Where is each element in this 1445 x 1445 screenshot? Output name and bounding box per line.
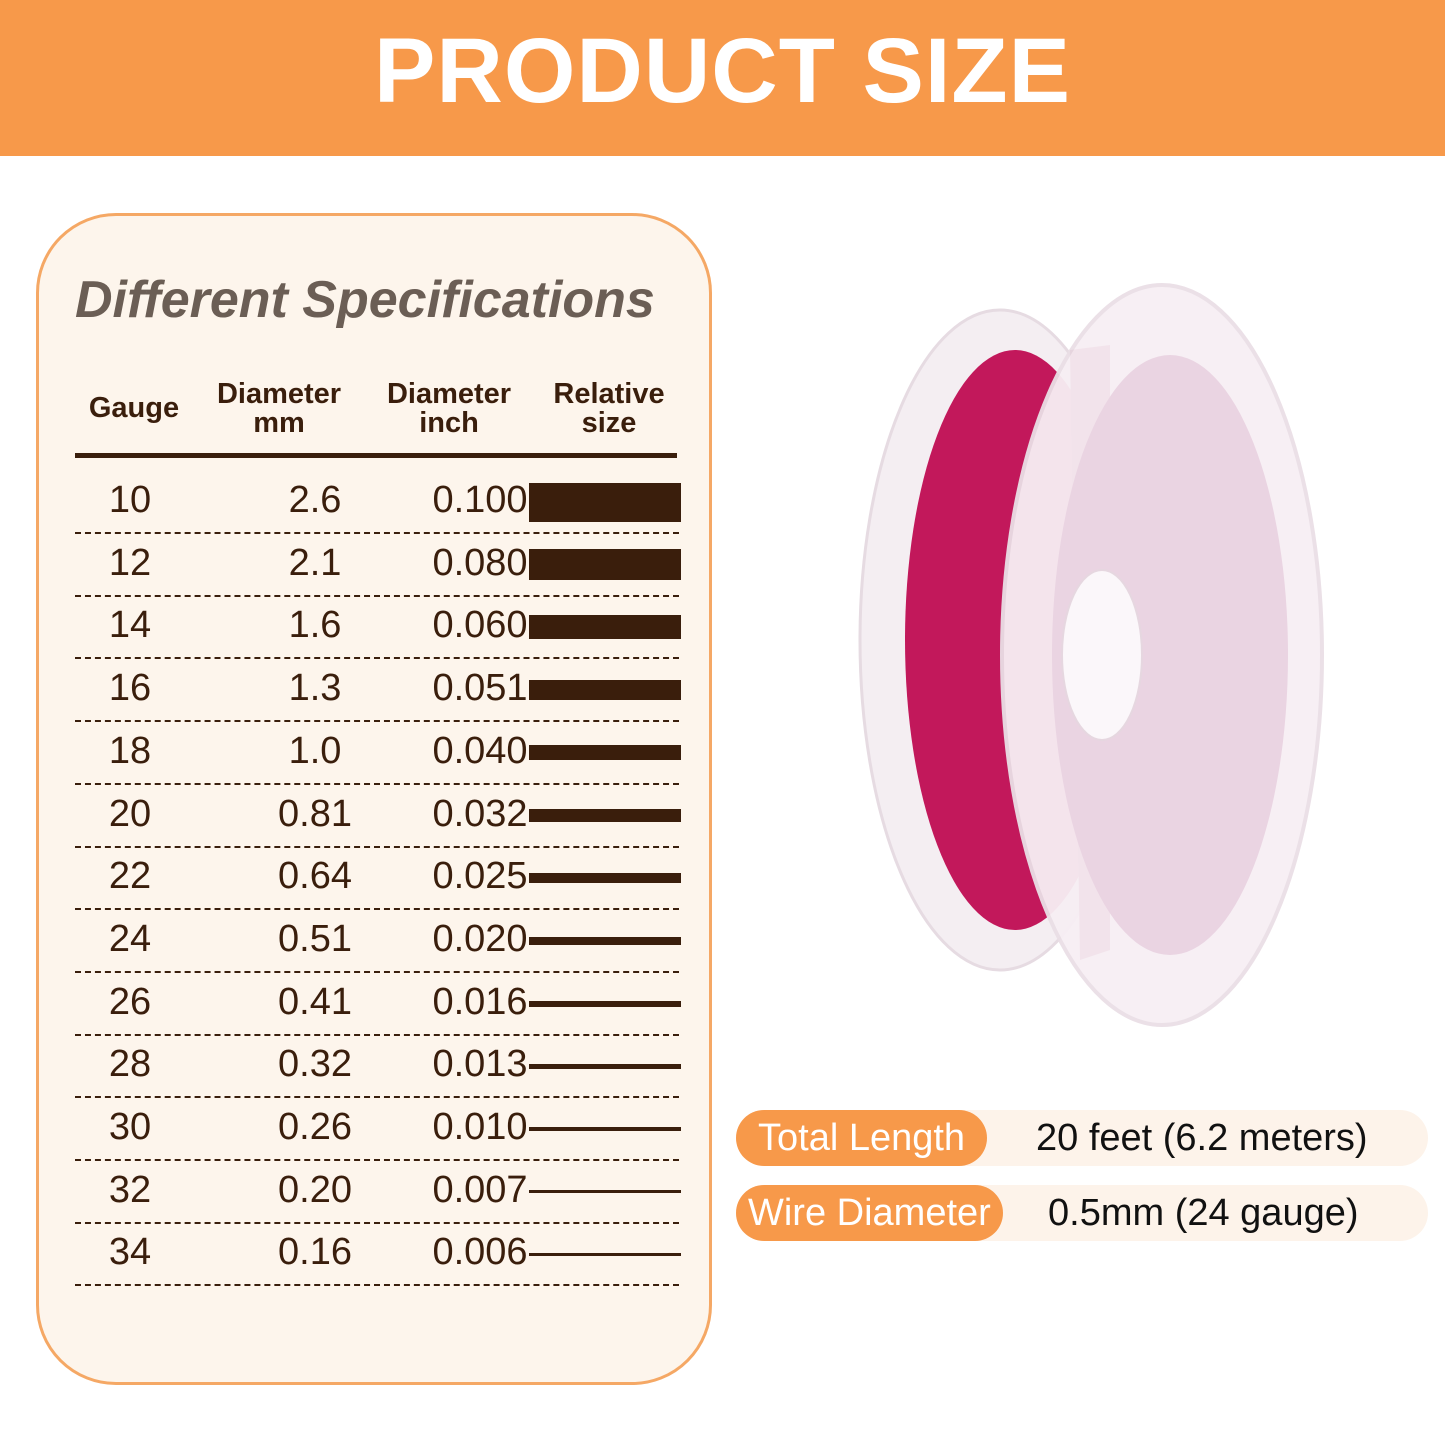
row-divider [75, 1221, 679, 1224]
cell-gauge: 26 [108, 980, 152, 1023]
cell-inch: 0.032 [432, 792, 528, 835]
cell-inch: 0.013 [432, 1043, 528, 1086]
cell-inch: 0.016 [432, 980, 528, 1023]
header-rule [75, 453, 677, 458]
cell-inch: 0.025 [432, 855, 528, 898]
relative-size-bar [529, 1000, 681, 1007]
cell-inch: 0.051 [432, 667, 528, 710]
row-divider [75, 720, 679, 723]
specifications-card: Different Specifications Gauge Diameter … [36, 213, 712, 1385]
banner-title: PRODUCT SIZE [374, 19, 1071, 122]
wire-diameter-label: Wire Diameter [736, 1185, 1003, 1241]
row-divider [75, 970, 679, 973]
relative-size-bar [529, 548, 681, 581]
cell-gauge: 34 [108, 1231, 152, 1274]
relative-size-bar [529, 482, 681, 522]
spec-row: 16 1.3 0.051 [75, 663, 681, 726]
cell-mm: 0.51 [278, 917, 352, 960]
relative-size-bar [529, 1127, 681, 1131]
cell-mm: 0.26 [278, 1106, 352, 1148]
cell-mm: 1.3 [288, 667, 342, 710]
spec-row: 12 2.1 0.080 [75, 538, 681, 601]
cell-mm: 0.64 [278, 855, 352, 898]
cell-mm: 1.0 [288, 729, 342, 772]
cell-gauge: 32 [108, 1168, 152, 1211]
cell-mm: 0.16 [278, 1231, 352, 1274]
wire-spool-image [858, 283, 1324, 1027]
cell-mm: 0.81 [278, 792, 352, 835]
cell-gauge: 12 [108, 541, 152, 584]
cell-inch: 0.100 [432, 479, 528, 521]
relative-size-bar [529, 680, 681, 700]
row-divider [75, 782, 679, 785]
header-relative-size: Relative size [553, 378, 665, 439]
relative-size-bar [529, 1253, 681, 1256]
cell-inch: 0.010 [432, 1106, 528, 1148]
cell-inch: 0.007 [432, 1168, 528, 1211]
relative-size-bar [529, 809, 681, 822]
cell-gauge: 14 [108, 604, 152, 647]
wire-diameter-row: Wire Diameter 0.5mm (24 gauge) [736, 1185, 1428, 1241]
relative-size-bar [529, 1190, 681, 1194]
spec-row: 30 0.26 0.010 [75, 1102, 681, 1165]
row-divider [75, 1096, 679, 1099]
relative-size-bar [529, 873, 681, 883]
cell-gauge: 20 [108, 792, 152, 835]
cell-gauge: 16 [108, 667, 152, 710]
total-length-row: Total Length 20 feet (6.2 meters) [736, 1110, 1428, 1166]
relative-size-bar [529, 1063, 681, 1069]
spec-row: 32 0.20 0.007 [75, 1165, 681, 1228]
spec-row: 18 1.0 0.040 [75, 726, 681, 789]
relative-size-bar [529, 615, 681, 640]
cell-inch: 0.060 [432, 604, 528, 647]
row-divider [75, 1033, 679, 1036]
header-gauge: Gauge [88, 392, 180, 424]
relative-size-bar [529, 937, 681, 945]
cell-mm: 0.32 [278, 1043, 352, 1086]
row-divider [75, 657, 679, 660]
spec-row: 14 1.6 0.060 [75, 600, 681, 663]
row-divider [75, 908, 679, 911]
cell-mm: 0.20 [278, 1168, 352, 1211]
cell-gauge: 24 [108, 917, 152, 960]
spec-row: 20 0.81 0.032 [75, 789, 681, 852]
spec-row: 28 0.32 0.013 [75, 1039, 681, 1102]
row-divider [75, 532, 679, 534]
cell-inch: 0.006 [432, 1231, 528, 1274]
total-length-label: Total Length [736, 1110, 988, 1166]
cell-gauge: 18 [108, 729, 152, 772]
spec-row: 22 0.64 0.025 [75, 851, 681, 914]
row-divider [75, 1284, 679, 1287]
cell-mm: 2.6 [288, 479, 342, 521]
cell-gauge: 10 [108, 479, 152, 521]
header-diameter-inch: Diameter inch [386, 378, 512, 439]
cell-inch: 0.080 [432, 541, 528, 584]
spec-row: 34 0.16 0.006 [75, 1227, 681, 1290]
header-diameter-mm: Diameter mm [216, 378, 342, 439]
wire-diameter-value: 0.5mm (24 gauge) [1048, 1192, 1359, 1234]
row-divider [75, 1159, 679, 1161]
relative-size-bar [529, 745, 681, 761]
row-divider [75, 845, 679, 848]
cell-mm: 1.6 [288, 604, 342, 647]
spec-row: 26 0.41 0.016 [75, 977, 681, 1040]
cell-gauge: 22 [108, 855, 152, 898]
cell-mm: 0.41 [278, 980, 352, 1023]
cell-inch: 0.020 [432, 917, 528, 960]
cell-gauge: 28 [108, 1043, 152, 1086]
banner: PRODUCT SIZE [0, 0, 1445, 156]
spec-row: 10 2.6 0.100 [75, 475, 681, 538]
cell-gauge: 30 [108, 1106, 152, 1148]
cell-mm: 2.1 [288, 541, 342, 584]
cell-inch: 0.040 [432, 729, 528, 772]
total-length-value: 20 feet (6.2 meters) [1036, 1117, 1368, 1159]
spec-row: 24 0.51 0.020 [75, 914, 681, 977]
row-divider [75, 594, 679, 597]
specifications-title: Different Specifications [75, 271, 655, 329]
